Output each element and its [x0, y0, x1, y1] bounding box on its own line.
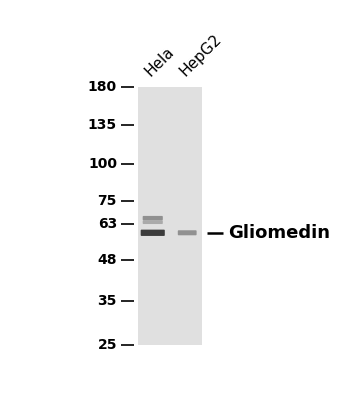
Text: 180: 180	[88, 80, 117, 94]
Text: Gliomedin: Gliomedin	[228, 224, 330, 242]
FancyBboxPatch shape	[143, 220, 163, 224]
FancyBboxPatch shape	[143, 216, 163, 220]
FancyBboxPatch shape	[141, 229, 165, 236]
Text: 25: 25	[97, 338, 117, 352]
Text: 75: 75	[97, 194, 117, 209]
Text: Hela: Hela	[142, 44, 177, 79]
FancyBboxPatch shape	[178, 230, 197, 235]
Bar	[138, 87, 202, 345]
Text: 100: 100	[88, 157, 117, 171]
Text: 48: 48	[97, 253, 117, 267]
Text: 135: 135	[88, 117, 117, 132]
Text: 35: 35	[97, 294, 117, 308]
Text: 63: 63	[98, 217, 117, 231]
Text: HepG2: HepG2	[176, 31, 224, 79]
